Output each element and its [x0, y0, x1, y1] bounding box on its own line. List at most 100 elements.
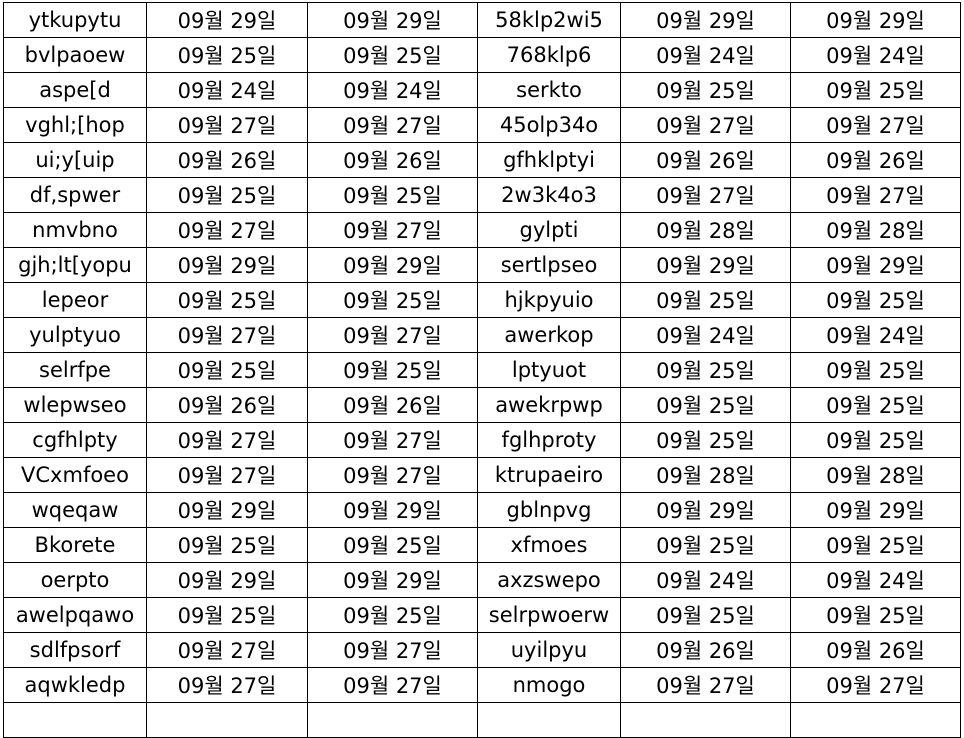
- date-cell[interactable]: 09월 25일: [146, 282, 308, 318]
- date-cell[interactable]: 09월 28일: [620, 212, 791, 248]
- date-cell[interactable]: 09월 27일: [790, 667, 961, 703]
- date-cell[interactable]: 09월 27일: [307, 632, 478, 668]
- date-cell[interactable]: 09월 26일: [146, 387, 308, 423]
- date-cell[interactable]: 09월 29일: [307, 247, 478, 283]
- date-cell[interactable]: 09월 25일: [620, 597, 791, 633]
- date-cell[interactable]: 09월 25일: [620, 352, 791, 388]
- date-cell[interactable]: 09월 24일: [620, 317, 791, 353]
- date-cell[interactable]: 09월 25일: [790, 527, 961, 563]
- code-cell[interactable]: serkto: [477, 72, 621, 108]
- date-cell[interactable]: 09월 27일: [307, 422, 478, 458]
- date-cell[interactable]: 09월 26일: [146, 142, 308, 178]
- date-cell[interactable]: 09월 25일: [146, 177, 308, 213]
- code-cell[interactable]: gfhklptyi: [477, 142, 621, 178]
- empty-cell[interactable]: [3, 702, 147, 738]
- date-cell[interactable]: 09월 25일: [146, 352, 308, 388]
- empty-cell[interactable]: [477, 702, 621, 738]
- date-cell[interactable]: 09월 28일: [790, 212, 961, 248]
- date-cell[interactable]: 09월 27일: [146, 457, 308, 493]
- date-cell[interactable]: 09월 27일: [307, 317, 478, 353]
- date-cell[interactable]: 09월 25일: [146, 37, 308, 73]
- date-cell[interactable]: 09월 29일: [620, 492, 791, 528]
- code-cell[interactable]: 45olp34o: [477, 107, 621, 143]
- date-cell[interactable]: 09월 27일: [146, 632, 308, 668]
- date-cell[interactable]: 09월 25일: [307, 527, 478, 563]
- date-cell[interactable]: 09월 29일: [307, 562, 478, 598]
- code-cell[interactable]: bvlpaoew: [3, 37, 147, 73]
- date-cell[interactable]: 09월 27일: [146, 667, 308, 703]
- date-cell[interactable]: 09월 26일: [307, 142, 478, 178]
- date-cell[interactable]: 09월 28일: [790, 457, 961, 493]
- date-cell[interactable]: 09월 25일: [790, 352, 961, 388]
- empty-cell[interactable]: [146, 702, 308, 738]
- date-cell[interactable]: 09월 27일: [790, 177, 961, 213]
- date-cell[interactable]: 09월 25일: [307, 177, 478, 213]
- date-cell[interactable]: 09월 25일: [307, 37, 478, 73]
- code-cell[interactable]: ktrupaeiro: [477, 457, 621, 493]
- code-cell[interactable]: oerpto: [3, 562, 147, 598]
- date-cell[interactable]: 09월 28일: [620, 457, 791, 493]
- date-cell[interactable]: 09월 29일: [790, 2, 961, 38]
- date-cell[interactable]: 09월 24일: [146, 72, 308, 108]
- date-cell[interactable]: 09월 29일: [146, 492, 308, 528]
- date-cell[interactable]: 09월 27일: [620, 177, 791, 213]
- code-cell[interactable]: 2w3k4o3: [477, 177, 621, 213]
- date-cell[interactable]: 09월 27일: [307, 667, 478, 703]
- date-cell[interactable]: 09월 25일: [790, 72, 961, 108]
- date-cell[interactable]: 09월 29일: [146, 2, 308, 38]
- code-cell[interactable]: Bkorete: [3, 527, 147, 563]
- code-cell[interactable]: fglhproty: [477, 422, 621, 458]
- empty-cell[interactable]: [620, 702, 791, 738]
- date-cell[interactable]: 09월 29일: [620, 2, 791, 38]
- date-cell[interactable]: 09월 24일: [307, 72, 478, 108]
- date-cell[interactable]: 09월 24일: [620, 37, 791, 73]
- date-cell[interactable]: 09월 25일: [620, 527, 791, 563]
- date-cell[interactable]: 09월 27일: [620, 667, 791, 703]
- code-cell[interactable]: aqwkledp: [3, 667, 147, 703]
- code-cell[interactable]: awelpqawo: [3, 597, 147, 633]
- code-cell[interactable]: axzswepo: [477, 562, 621, 598]
- code-cell[interactable]: nmogo: [477, 667, 621, 703]
- code-cell[interactable]: ytkupytu: [3, 2, 147, 38]
- date-cell[interactable]: 09월 27일: [790, 107, 961, 143]
- code-cell[interactable]: yulptyuo: [3, 317, 147, 353]
- code-cell[interactable]: wqeqaw: [3, 492, 147, 528]
- date-cell[interactable]: 09월 26일: [620, 142, 791, 178]
- date-cell[interactable]: 09월 25일: [790, 282, 961, 318]
- date-cell[interactable]: 09월 26일: [790, 632, 961, 668]
- date-cell[interactable]: 09월 25일: [620, 72, 791, 108]
- code-cell[interactable]: gjh;lt[yopu: [3, 247, 147, 283]
- code-cell[interactable]: df,spwer: [3, 177, 147, 213]
- code-cell[interactable]: gblnpvg: [477, 492, 621, 528]
- date-cell[interactable]: 09월 27일: [146, 317, 308, 353]
- date-cell[interactable]: 09월 24일: [620, 562, 791, 598]
- date-cell[interactable]: 09월 25일: [620, 282, 791, 318]
- date-cell[interactable]: 09월 24일: [790, 317, 961, 353]
- code-cell[interactable]: sdlfpsorf: [3, 632, 147, 668]
- code-cell[interactable]: xfmoes: [477, 527, 621, 563]
- date-cell[interactable]: 09월 29일: [307, 492, 478, 528]
- date-cell[interactable]: 09월 25일: [790, 422, 961, 458]
- date-cell[interactable]: 09월 29일: [146, 562, 308, 598]
- code-cell[interactable]: aspe[d: [3, 72, 147, 108]
- code-cell[interactable]: lptyuot: [477, 352, 621, 388]
- code-cell[interactable]: awekrpwp: [477, 387, 621, 423]
- date-cell[interactable]: 09월 25일: [307, 352, 478, 388]
- date-cell[interactable]: 09월 25일: [790, 387, 961, 423]
- date-cell[interactable]: 09월 24일: [790, 37, 961, 73]
- date-cell[interactable]: 09월 25일: [620, 422, 791, 458]
- date-cell[interactable]: 09월 29일: [307, 2, 478, 38]
- date-cell[interactable]: 09월 29일: [146, 247, 308, 283]
- code-cell[interactable]: selrpwoerw: [477, 597, 621, 633]
- date-cell[interactable]: 09월 26일: [620, 632, 791, 668]
- code-cell[interactable]: hjkpyuio: [477, 282, 621, 318]
- date-cell[interactable]: 09월 25일: [146, 527, 308, 563]
- date-cell[interactable]: 09월 27일: [307, 457, 478, 493]
- code-cell[interactable]: selrfpe: [3, 352, 147, 388]
- date-cell[interactable]: 09월 26일: [790, 142, 961, 178]
- date-cell[interactable]: 09월 25일: [307, 597, 478, 633]
- date-cell[interactable]: 09월 29일: [620, 247, 791, 283]
- date-cell[interactable]: 09월 29일: [790, 247, 961, 283]
- code-cell[interactable]: wlepwseo: [3, 387, 147, 423]
- date-cell[interactable]: 09월 25일: [307, 282, 478, 318]
